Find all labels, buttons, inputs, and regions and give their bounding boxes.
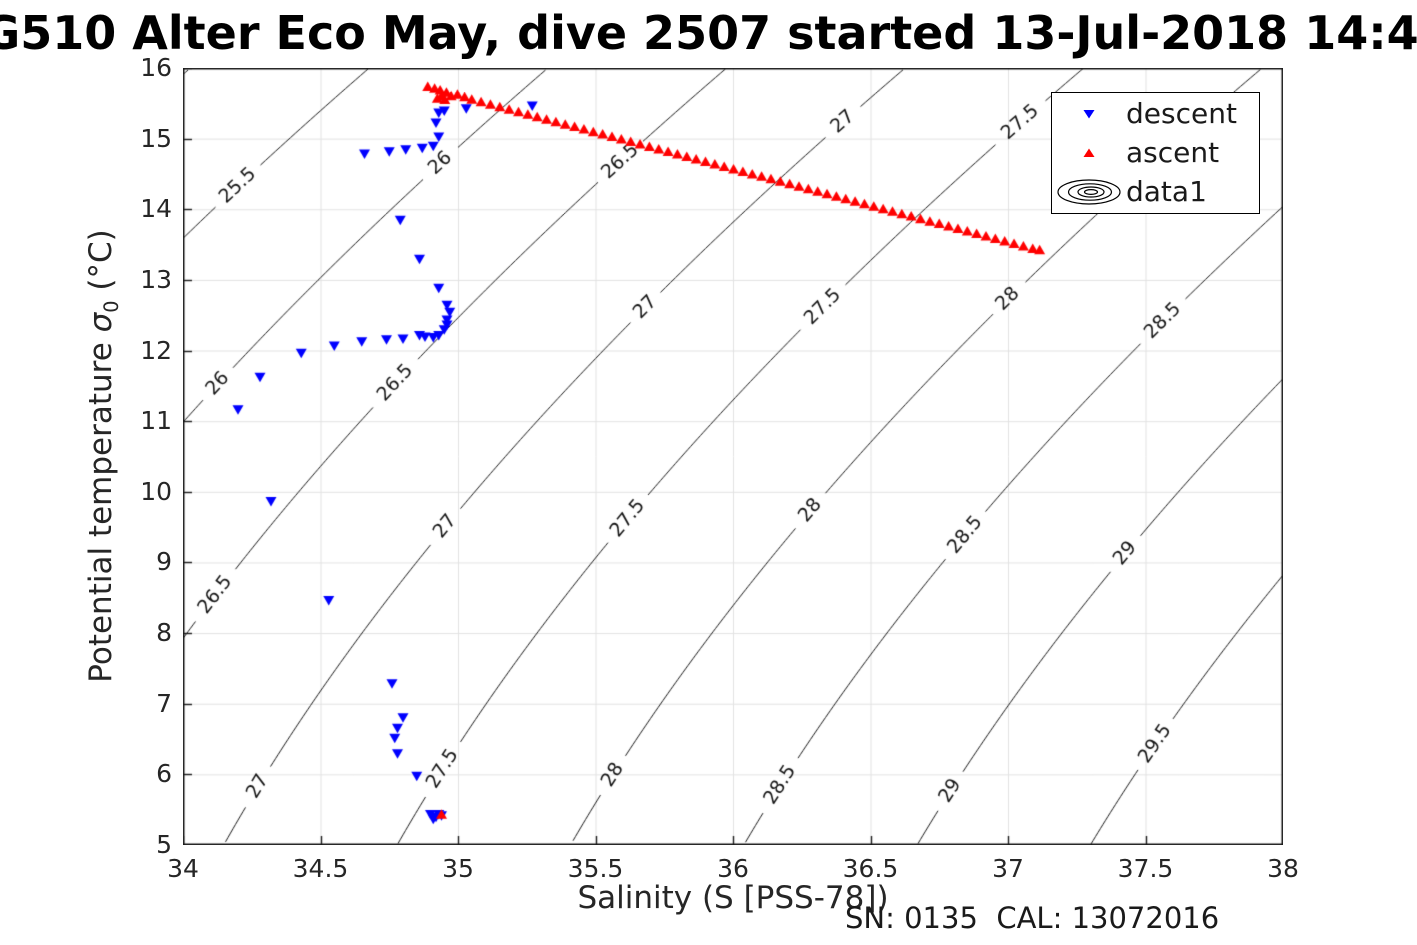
legend-label: data1 bbox=[1126, 174, 1207, 208]
y-tick-label: 7 bbox=[156, 688, 172, 718]
x-axis-label: Salinity (S [PSS-78]) bbox=[577, 880, 889, 916]
sensor-serial-text: SN: 0135 CAL: 13072016 bbox=[845, 901, 1220, 935]
y-tick-label: 16 bbox=[140, 53, 172, 82]
x-tick-label: 36.5 bbox=[842, 854, 899, 883]
y-tick-label: 9 bbox=[156, 547, 172, 577]
contour-rings-icon bbox=[1052, 178, 1126, 206]
x-tick-label: 35 bbox=[442, 854, 474, 883]
x-tick-label: 36 bbox=[717, 854, 749, 883]
y-tick-label: 8 bbox=[156, 618, 172, 648]
sigma-symbol: σ bbox=[83, 312, 120, 333]
x-tick-label: 34.5 bbox=[292, 854, 349, 883]
triangle-down-icon bbox=[1052, 108, 1126, 120]
y-tick-label: 12 bbox=[140, 335, 172, 365]
triangle-up-icon bbox=[1052, 147, 1126, 159]
x-tick-label: 37.5 bbox=[1117, 854, 1174, 883]
legend-label: descent bbox=[1126, 97, 1237, 131]
legend-item-descent: descent bbox=[1052, 95, 1259, 133]
sigma-subscript: 0 bbox=[99, 300, 123, 313]
y-tick-label: 10 bbox=[140, 476, 172, 506]
x-tick-label: 37 bbox=[992, 854, 1024, 883]
figure-title: SG510 Alter Eco May, dive 2507 started 1… bbox=[0, 6, 1417, 60]
y-tick-label: 15 bbox=[140, 123, 172, 153]
legend-item-ascent: ascent bbox=[1052, 134, 1259, 172]
y-tick-label: 5 bbox=[156, 830, 172, 859]
y-tick-label: 11 bbox=[140, 406, 172, 436]
legend-label: ascent bbox=[1126, 135, 1220, 169]
x-tick-label: 35.5 bbox=[567, 854, 624, 883]
y-tick-label: 6 bbox=[156, 759, 172, 789]
y-tick-label: 13 bbox=[140, 264, 172, 294]
x-tick-label: 34 bbox=[167, 854, 199, 883]
x-tick-label: 38 bbox=[1267, 854, 1299, 883]
legend-item-data1: data1 bbox=[1052, 173, 1259, 211]
y-axis-label: Potential temperature σ0 (°C) bbox=[83, 229, 123, 682]
y-tick-label: 14 bbox=[140, 194, 172, 224]
legend: descent ascent data1 bbox=[1051, 92, 1260, 214]
